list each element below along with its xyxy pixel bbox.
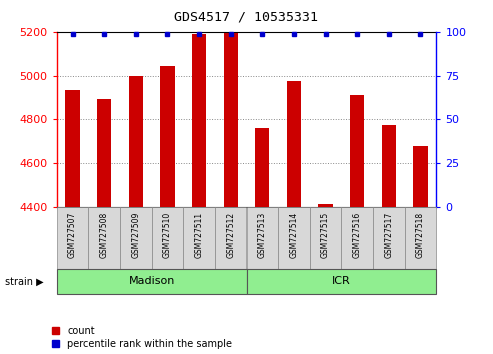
Text: GSM727511: GSM727511 xyxy=(195,212,204,258)
Text: GSM727510: GSM727510 xyxy=(163,212,172,258)
Text: GSM727514: GSM727514 xyxy=(289,212,298,258)
Bar xyxy=(183,207,215,269)
Bar xyxy=(278,207,310,269)
Bar xyxy=(88,207,120,269)
Text: GSM727508: GSM727508 xyxy=(100,212,108,258)
Bar xyxy=(255,128,270,207)
Bar xyxy=(57,207,88,269)
Bar xyxy=(160,66,175,207)
Bar xyxy=(129,76,143,207)
Bar xyxy=(120,207,152,269)
Text: GSM727516: GSM727516 xyxy=(352,212,362,258)
Text: GSM727517: GSM727517 xyxy=(385,212,393,258)
Legend: count, percentile rank within the sample: count, percentile rank within the sample xyxy=(52,326,232,349)
Bar xyxy=(192,34,206,207)
Bar xyxy=(405,207,436,269)
Bar xyxy=(373,207,405,269)
Text: GSM727513: GSM727513 xyxy=(258,212,267,258)
Text: GSM727509: GSM727509 xyxy=(131,212,141,258)
Bar xyxy=(246,269,436,294)
Bar xyxy=(341,207,373,269)
Bar xyxy=(246,207,278,269)
Bar xyxy=(382,125,396,207)
Bar xyxy=(215,207,246,269)
Bar xyxy=(97,99,111,207)
Bar xyxy=(152,207,183,269)
Bar xyxy=(223,33,238,207)
Text: Madison: Madison xyxy=(128,276,175,286)
Bar xyxy=(413,146,427,207)
Bar xyxy=(287,81,301,207)
Text: strain ▶: strain ▶ xyxy=(5,276,43,286)
Bar xyxy=(318,204,333,207)
Text: GSM727515: GSM727515 xyxy=(321,212,330,258)
Text: GSM727507: GSM727507 xyxy=(68,212,77,258)
Bar xyxy=(57,269,246,294)
Bar xyxy=(310,207,341,269)
Bar xyxy=(66,90,80,207)
Text: GSM727518: GSM727518 xyxy=(416,212,425,258)
Text: GDS4517 / 10535331: GDS4517 / 10535331 xyxy=(175,11,318,24)
Text: ICR: ICR xyxy=(332,276,351,286)
Text: GSM727512: GSM727512 xyxy=(226,212,235,258)
Bar xyxy=(350,95,364,207)
